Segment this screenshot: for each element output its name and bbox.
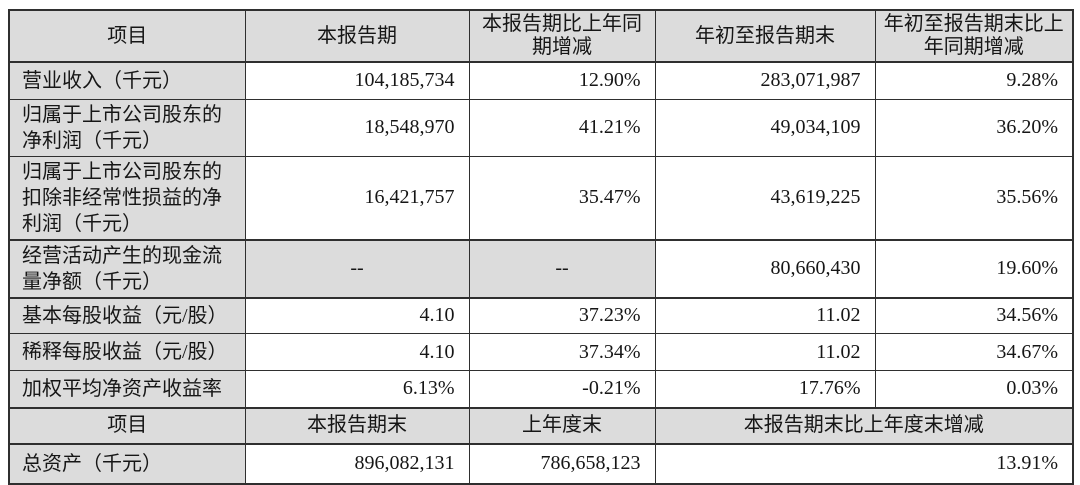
row-label: 基本每股收益（元/股） — [8, 296, 246, 334]
table-row: 营业收入（千元） 104,185,734 12.90% 283,071,987 9.28… — [8, 61, 1074, 100]
row-label: 稀释每股收益（元/股） — [8, 333, 246, 371]
value-cell: -0.21% — [468, 370, 656, 408]
column-header: 年初至报告期末比上年同期增减 — [874, 9, 1074, 63]
row-label: 经营活动产生的现金流量净额（千元） — [8, 238, 246, 298]
value-cell: 16,421,757 — [244, 155, 470, 240]
value-cell: 34.56% — [874, 296, 1074, 334]
row-label: 营业收入（千元） — [8, 61, 246, 100]
row-label: 加权平均净资产收益率 — [8, 370, 246, 408]
value-cell: 34.67% — [874, 333, 1074, 371]
table-row: 经营活动产生的现金流量净额（千元） -- -- 80,660,430 19.60% — [8, 238, 1074, 298]
value-cell: 43,619,225 — [654, 155, 876, 240]
value-cell: 283,071,987 — [654, 61, 876, 100]
financial-summary-table: 项目 本报告期 本报告期比上年同期增减 年初至报告期末 年初至报告期末比上年同期增减 营业… — [8, 9, 1074, 485]
row-label: 归属于上市公司股东的扣除非经常性损益的净利润（千元） — [8, 155, 246, 240]
value-cell: 104,185,734 — [244, 61, 470, 100]
value-cell: 12.90% — [468, 61, 656, 100]
value-cell: 80,660,430 — [654, 238, 876, 298]
value-cell: 37.34% — [468, 333, 656, 371]
column-header: 本报告期比上年同期增减 — [468, 9, 656, 63]
value-cell: 19.60% — [874, 238, 1074, 298]
value-cell: 13.91% — [654, 442, 1074, 484]
table-row: 基本每股收益（元/股） 4.10 37.23% 11.02 34.56% — [8, 296, 1074, 334]
value-cell: 0.03% — [874, 370, 1074, 408]
report-page: 项目 本报告期 本报告期比上年同期增减 年初至报告期末 年初至报告期末比上年同期增减 营业… — [8, 9, 1074, 485]
table-row: 稀释每股收益（元/股） 4.10 37.34% 11.02 34.67% — [8, 333, 1074, 371]
column-header: 项目 — [8, 9, 246, 63]
value-cell: -- — [468, 238, 656, 298]
row-label: 归属于上市公司股东的净利润（千元） — [8, 98, 246, 157]
value-cell: 36.20% — [874, 98, 1074, 157]
value-cell: 41.21% — [468, 98, 656, 157]
value-cell: 4.10 — [244, 333, 470, 371]
value-cell: 18,548,970 — [244, 98, 470, 157]
table-row: 归属于上市公司股东的扣除非经常性损益的净利润（千元） 16,421,757 35.4… — [8, 155, 1074, 240]
table-row: 总资产（千元） 896,082,131 786,658,123 13.91% — [8, 442, 1074, 484]
value-cell: 6.13% — [244, 370, 470, 408]
column-header: 上年度末 — [468, 406, 656, 445]
table-row: 加权平均净资产收益率 6.13% -0.21% 17.76% 0.03% — [8, 370, 1074, 408]
column-header: 本报告期 — [244, 9, 470, 63]
column-header: 本报告期末比上年度末增减 — [654, 406, 1074, 445]
value-cell: 786,658,123 — [468, 442, 656, 484]
value-cell: 35.47% — [468, 155, 656, 240]
value-cell: 35.56% — [874, 155, 1074, 240]
column-header: 本报告期末 — [244, 406, 470, 445]
row-label: 总资产（千元） — [8, 442, 246, 484]
value-cell: 11.02 — [654, 296, 876, 334]
value-cell: 4.10 — [244, 296, 470, 334]
value-cell: 11.02 — [654, 333, 876, 371]
value-cell: 9.28% — [874, 61, 1074, 100]
table-row: 归属于上市公司股东的净利润（千元） 18,548,970 41.21% 49,034,… — [8, 98, 1074, 157]
value-cell: 49,034,109 — [654, 98, 876, 157]
value-cell: -- — [244, 238, 470, 298]
value-cell: 896,082,131 — [244, 442, 470, 484]
column-header: 项目 — [8, 406, 246, 445]
value-cell: 17.76% — [654, 370, 876, 408]
value-cell: 37.23% — [468, 296, 656, 334]
column-header: 年初至报告期末 — [654, 9, 876, 63]
